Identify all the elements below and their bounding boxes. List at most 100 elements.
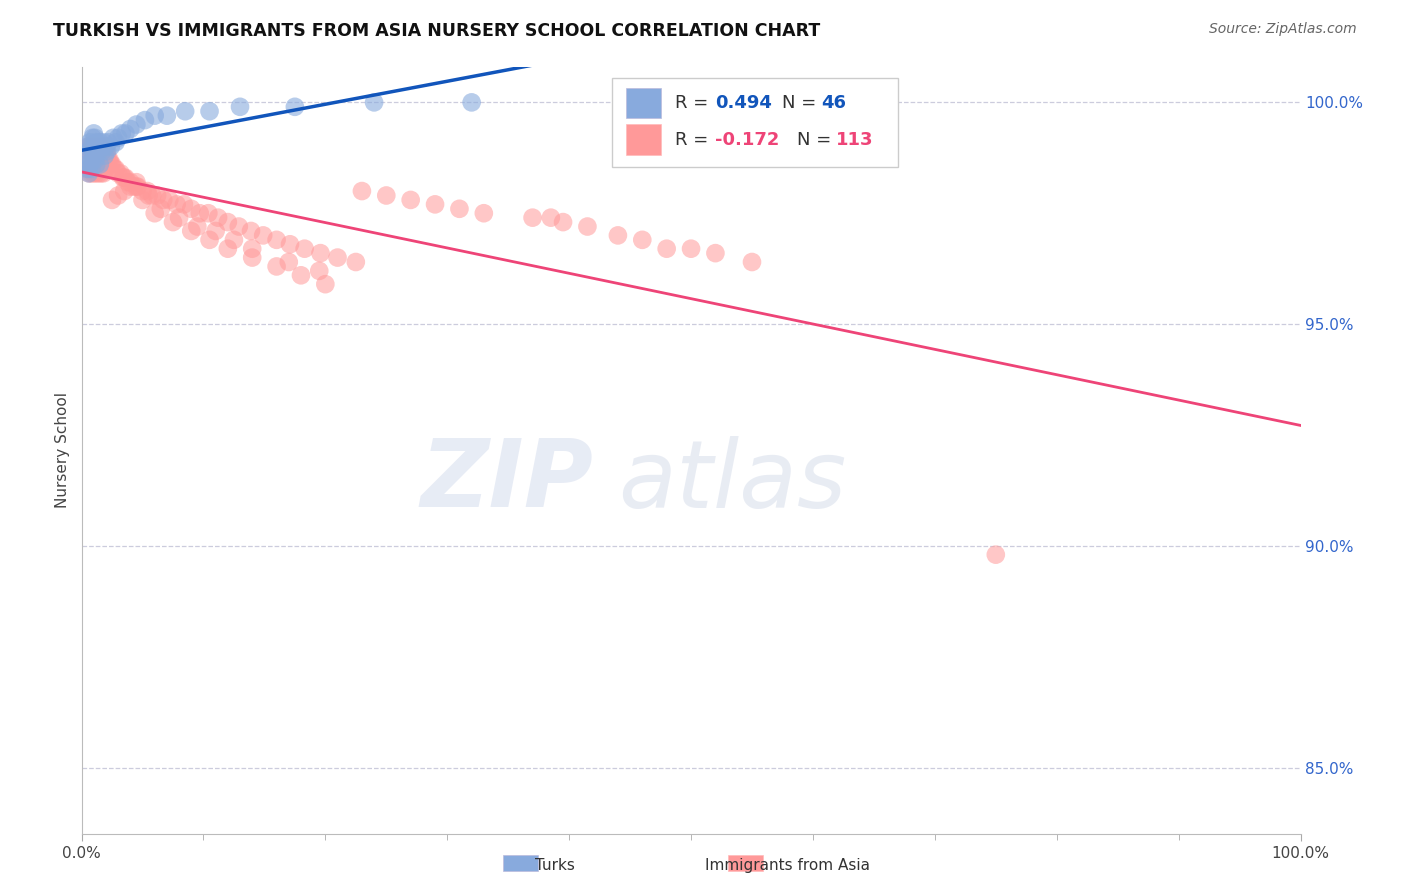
Point [104,136,127,150]
Point [186,219,208,234]
Text: 0.494: 0.494 [716,94,772,112]
Point [984,548,1007,562]
FancyBboxPatch shape [627,87,661,119]
Text: R =: R = [675,94,714,112]
Point [79,136,101,150]
Point [278,237,301,252]
Point [188,206,211,220]
Point [136,184,159,198]
Point [84,131,107,145]
Point [308,264,330,278]
Point [198,233,221,247]
Point [107,131,129,145]
Point [82,131,104,145]
Point [681,242,703,256]
Point [112,170,135,185]
Point [80,161,103,176]
Point [93,136,115,150]
Point [207,211,229,225]
FancyBboxPatch shape [612,78,898,167]
Point [277,255,299,269]
Point [107,166,129,180]
Point [101,193,124,207]
Point [120,122,142,136]
Point [80,144,103,158]
Point [399,193,422,207]
Point [146,188,169,202]
Point [449,202,471,216]
Point [87,144,110,158]
Point [77,144,100,158]
Text: N =: N = [783,94,823,112]
Point [82,153,104,167]
Point [127,179,149,194]
Point [75,157,97,171]
Point [75,144,97,158]
Point [266,260,288,274]
Point [76,161,98,176]
Point [117,175,139,189]
Point [86,139,108,153]
Point [100,157,122,171]
Point [309,246,332,260]
Point [79,157,101,171]
Point [91,161,114,176]
Point [111,127,134,141]
Point [522,211,544,225]
Point [84,144,107,158]
Point [344,255,367,269]
Point [91,139,114,153]
Point [86,139,108,153]
Point [198,104,221,119]
Point [284,100,307,114]
Point [180,224,202,238]
Point [100,139,122,153]
Point [83,144,105,158]
Point [79,139,101,153]
Point [266,233,288,247]
Point [93,139,115,153]
Point [86,161,108,176]
Point [96,148,118,162]
Point [228,219,250,234]
Point [79,161,101,176]
Point [252,228,274,243]
Point [222,233,245,247]
Point [84,136,107,150]
Point [138,188,160,202]
Point [655,242,678,256]
Point [76,139,98,153]
FancyBboxPatch shape [627,124,661,155]
Point [90,166,112,180]
Point [89,139,111,153]
Point [156,109,179,123]
Text: Immigrants from Asia: Immigrants from Asia [704,858,870,872]
Point [77,166,100,180]
Point [576,219,599,234]
Bar [503,855,538,871]
Point [101,157,124,171]
Point [157,193,180,207]
Point [143,109,166,123]
Point [166,197,188,211]
Point [84,161,107,176]
Point [229,100,252,114]
Point [240,224,263,238]
Point [84,157,107,171]
Text: ZIP: ZIP [420,435,593,527]
Point [80,166,103,180]
Point [240,242,263,256]
Text: TURKISH VS IMMIGRANTS FROM ASIA NURSERY SCHOOL CORRELATION CHART: TURKISH VS IMMIGRANTS FROM ASIA NURSERY … [53,22,821,40]
Point [551,215,574,229]
Point [217,242,239,256]
Point [90,144,112,158]
Point [77,144,100,158]
Point [704,246,727,260]
Point [152,193,174,207]
Text: -0.172: -0.172 [716,131,780,149]
Point [173,197,195,211]
Point [134,113,156,128]
Point [111,170,134,185]
Point [110,166,132,180]
Point [93,148,115,162]
